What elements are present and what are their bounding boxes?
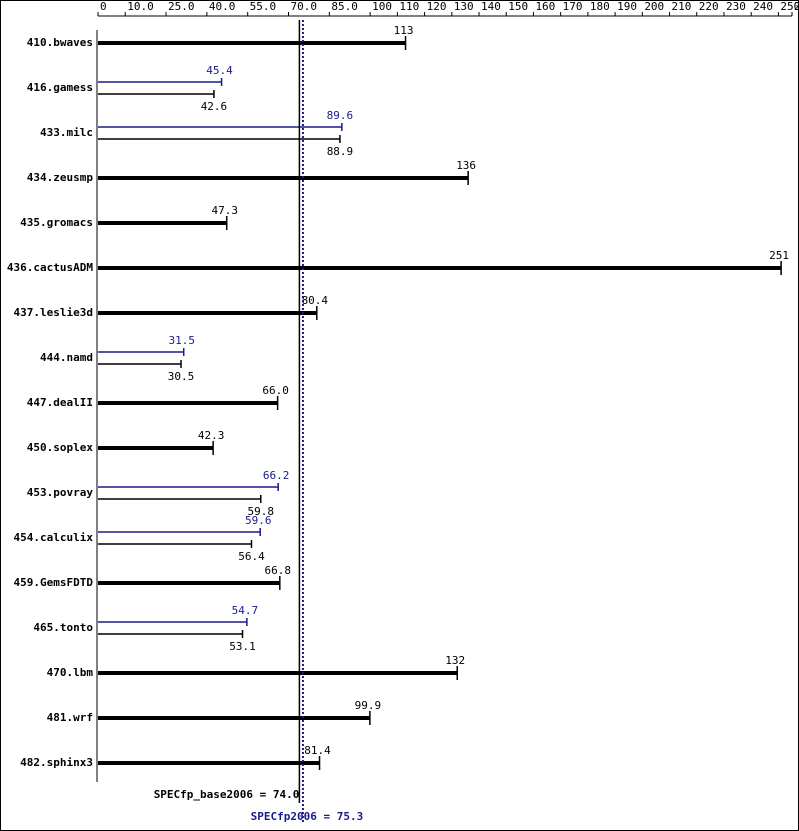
value-label: 66.8 xyxy=(265,564,292,577)
x-tick-label: 140 xyxy=(481,0,501,13)
value-label: 59.8 xyxy=(247,505,274,518)
value-label: 42.6 xyxy=(201,100,228,113)
value-label: 251 xyxy=(769,249,789,262)
value-label: 53.1 xyxy=(229,640,256,653)
category-label: 434.zeusmp xyxy=(27,171,94,184)
value-label: 136 xyxy=(456,159,476,172)
x-tick-label: 190 xyxy=(617,0,637,13)
category-label: 453.povray xyxy=(27,486,94,499)
value-label: 81.4 xyxy=(304,744,331,757)
x-tick-label: 200 xyxy=(644,0,664,13)
x-tick-label: 120 xyxy=(427,0,447,13)
x-tick-label: 40.0 xyxy=(209,0,236,13)
reference-label: SPECfp2006 = 75.3 xyxy=(251,810,364,823)
category-label: 450.soplex xyxy=(27,441,94,454)
value-label: 42.3 xyxy=(198,429,225,442)
x-tick-label: 240 xyxy=(753,0,773,13)
x-tick-label: 150 xyxy=(508,0,528,13)
category-label: 435.gromacs xyxy=(20,216,93,229)
x-tick-label: 170 xyxy=(563,0,583,13)
x-tick-label: 230 xyxy=(726,0,746,13)
x-tick-label: 10.0 xyxy=(127,0,154,13)
category-label: 410.bwaves xyxy=(27,36,93,49)
x-tick-label: 160 xyxy=(535,0,555,13)
category-label: 436.cactusADM xyxy=(7,261,93,274)
category-label: 416.gamess xyxy=(27,81,93,94)
value-label: 31.5 xyxy=(168,334,195,347)
reference-label: SPECfp_base2006 = 74.0 xyxy=(154,788,300,801)
value-label: 113 xyxy=(394,24,414,37)
x-tick-label: 0 xyxy=(100,0,107,13)
value-label: 99.9 xyxy=(355,699,382,712)
x-tick-label: 100 xyxy=(372,0,392,13)
value-label: 54.7 xyxy=(232,604,259,617)
category-label: 482.sphinx3 xyxy=(20,756,93,769)
value-label: 45.4 xyxy=(206,64,233,77)
x-tick-label: 180 xyxy=(590,0,610,13)
category-label: 465.tonto xyxy=(33,621,93,634)
value-label: 56.4 xyxy=(238,550,265,563)
category-label: 433.milc xyxy=(40,126,93,139)
x-tick-label: 25.0 xyxy=(168,0,195,13)
x-tick-label: 130 xyxy=(454,0,474,13)
x-tick-label: 220 xyxy=(699,0,719,13)
x-tick-label: 250 xyxy=(780,0,799,13)
x-tick-label: 55.0 xyxy=(250,0,277,13)
x-tick-label: 85.0 xyxy=(331,0,358,13)
category-label: 481.wrf xyxy=(47,711,93,724)
value-label: 59.6 xyxy=(245,514,272,527)
category-label: 459.GemsFDTD xyxy=(14,576,94,589)
x-tick-label: 255 xyxy=(794,0,799,13)
x-tick-label: 110 xyxy=(399,0,419,13)
value-label: 30.5 xyxy=(168,370,195,383)
category-label: 470.lbm xyxy=(47,666,94,679)
value-label: 88.9 xyxy=(327,145,354,158)
category-label: 444.namd xyxy=(40,351,93,364)
x-tick-label: 210 xyxy=(672,0,692,13)
x-tick-label: 70.0 xyxy=(291,0,318,13)
category-label: 454.calculix xyxy=(14,531,94,544)
value-label: 132 xyxy=(445,654,465,667)
value-label: 47.3 xyxy=(211,204,238,217)
category-label: 447.dealII xyxy=(27,396,93,409)
value-label: 80.4 xyxy=(302,294,329,307)
value-label: 89.6 xyxy=(327,109,354,122)
value-label: 66.2 xyxy=(263,469,290,482)
value-label: 66.0 xyxy=(262,384,289,397)
category-label: 437.leslie3d xyxy=(14,306,93,319)
